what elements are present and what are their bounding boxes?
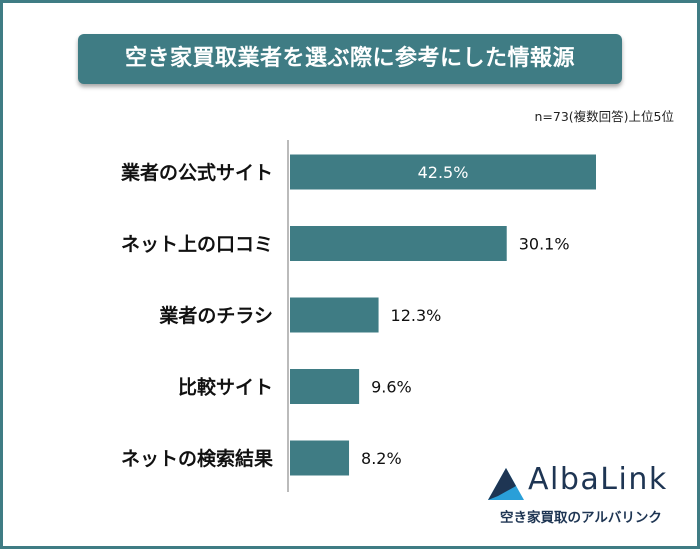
bar [290,440,350,476]
category-label: 比較サイト [178,376,273,399]
category-label: ネットの検索結果 [121,447,273,470]
category-label: 業者の公式サイト [120,161,273,184]
value-label: 9.6% [371,378,412,397]
chart-title: 空き家買取業者を選ぶ際に参考にした情報源 [78,34,622,84]
category-label: 業者のチラシ [158,304,273,327]
value-label: 42.5% [418,163,469,182]
value-label: 30.1% [519,235,570,254]
bar [290,297,379,333]
albalink-logo-icon [488,468,524,500]
albalink-logo: AlbaLink 空き家買取のアルバリンク [486,462,686,530]
logo-name: AlbaLink [528,462,668,497]
category-label: ネット上の口コミ [121,234,273,256]
sample-note: n=73(複数回答)上位5位 [534,109,674,124]
bar [290,226,507,261]
bar [290,369,360,404]
value-label: 12.3% [391,306,442,325]
value-label: 8.2% [361,449,402,468]
logo-subtitle: 空き家買取のアルバリンク [500,510,662,526]
bar [290,154,596,190]
